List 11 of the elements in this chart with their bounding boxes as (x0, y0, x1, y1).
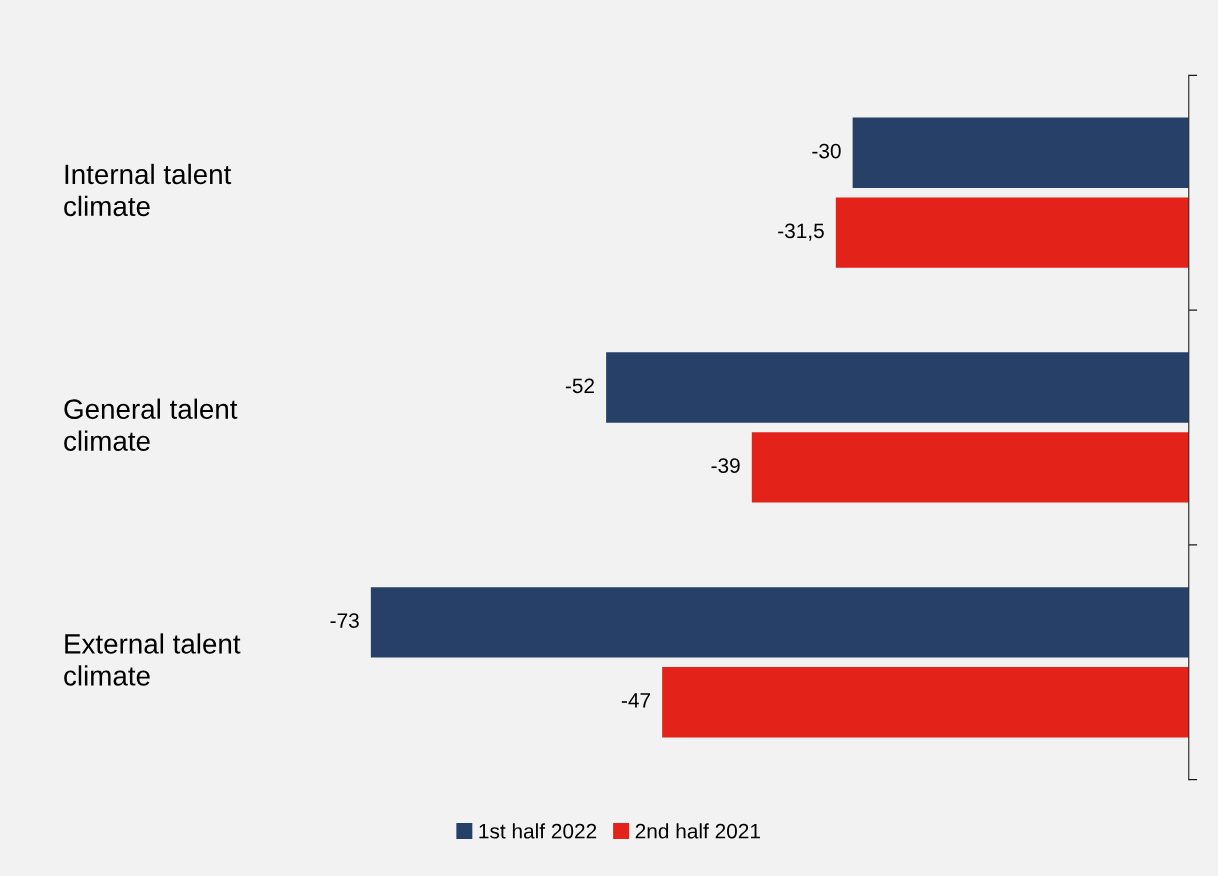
y-tick-label: Internal talent climate (64, 163, 232, 217)
data-label: -39 (711, 458, 740, 473)
data-label: -31,5 (778, 223, 824, 241)
data-label: -47 (621, 693, 650, 708)
data-label: -73 (330, 613, 359, 628)
y-tick-label: External talent climate (64, 633, 241, 686)
legend-label: 1st half 2022 (479, 823, 597, 839)
y-tick-label: General talent climate (64, 398, 238, 451)
legend-label: 2nd half 2021 (635, 823, 760, 839)
data-label: -30 (812, 143, 841, 159)
data-label: -52 (565, 378, 594, 394)
